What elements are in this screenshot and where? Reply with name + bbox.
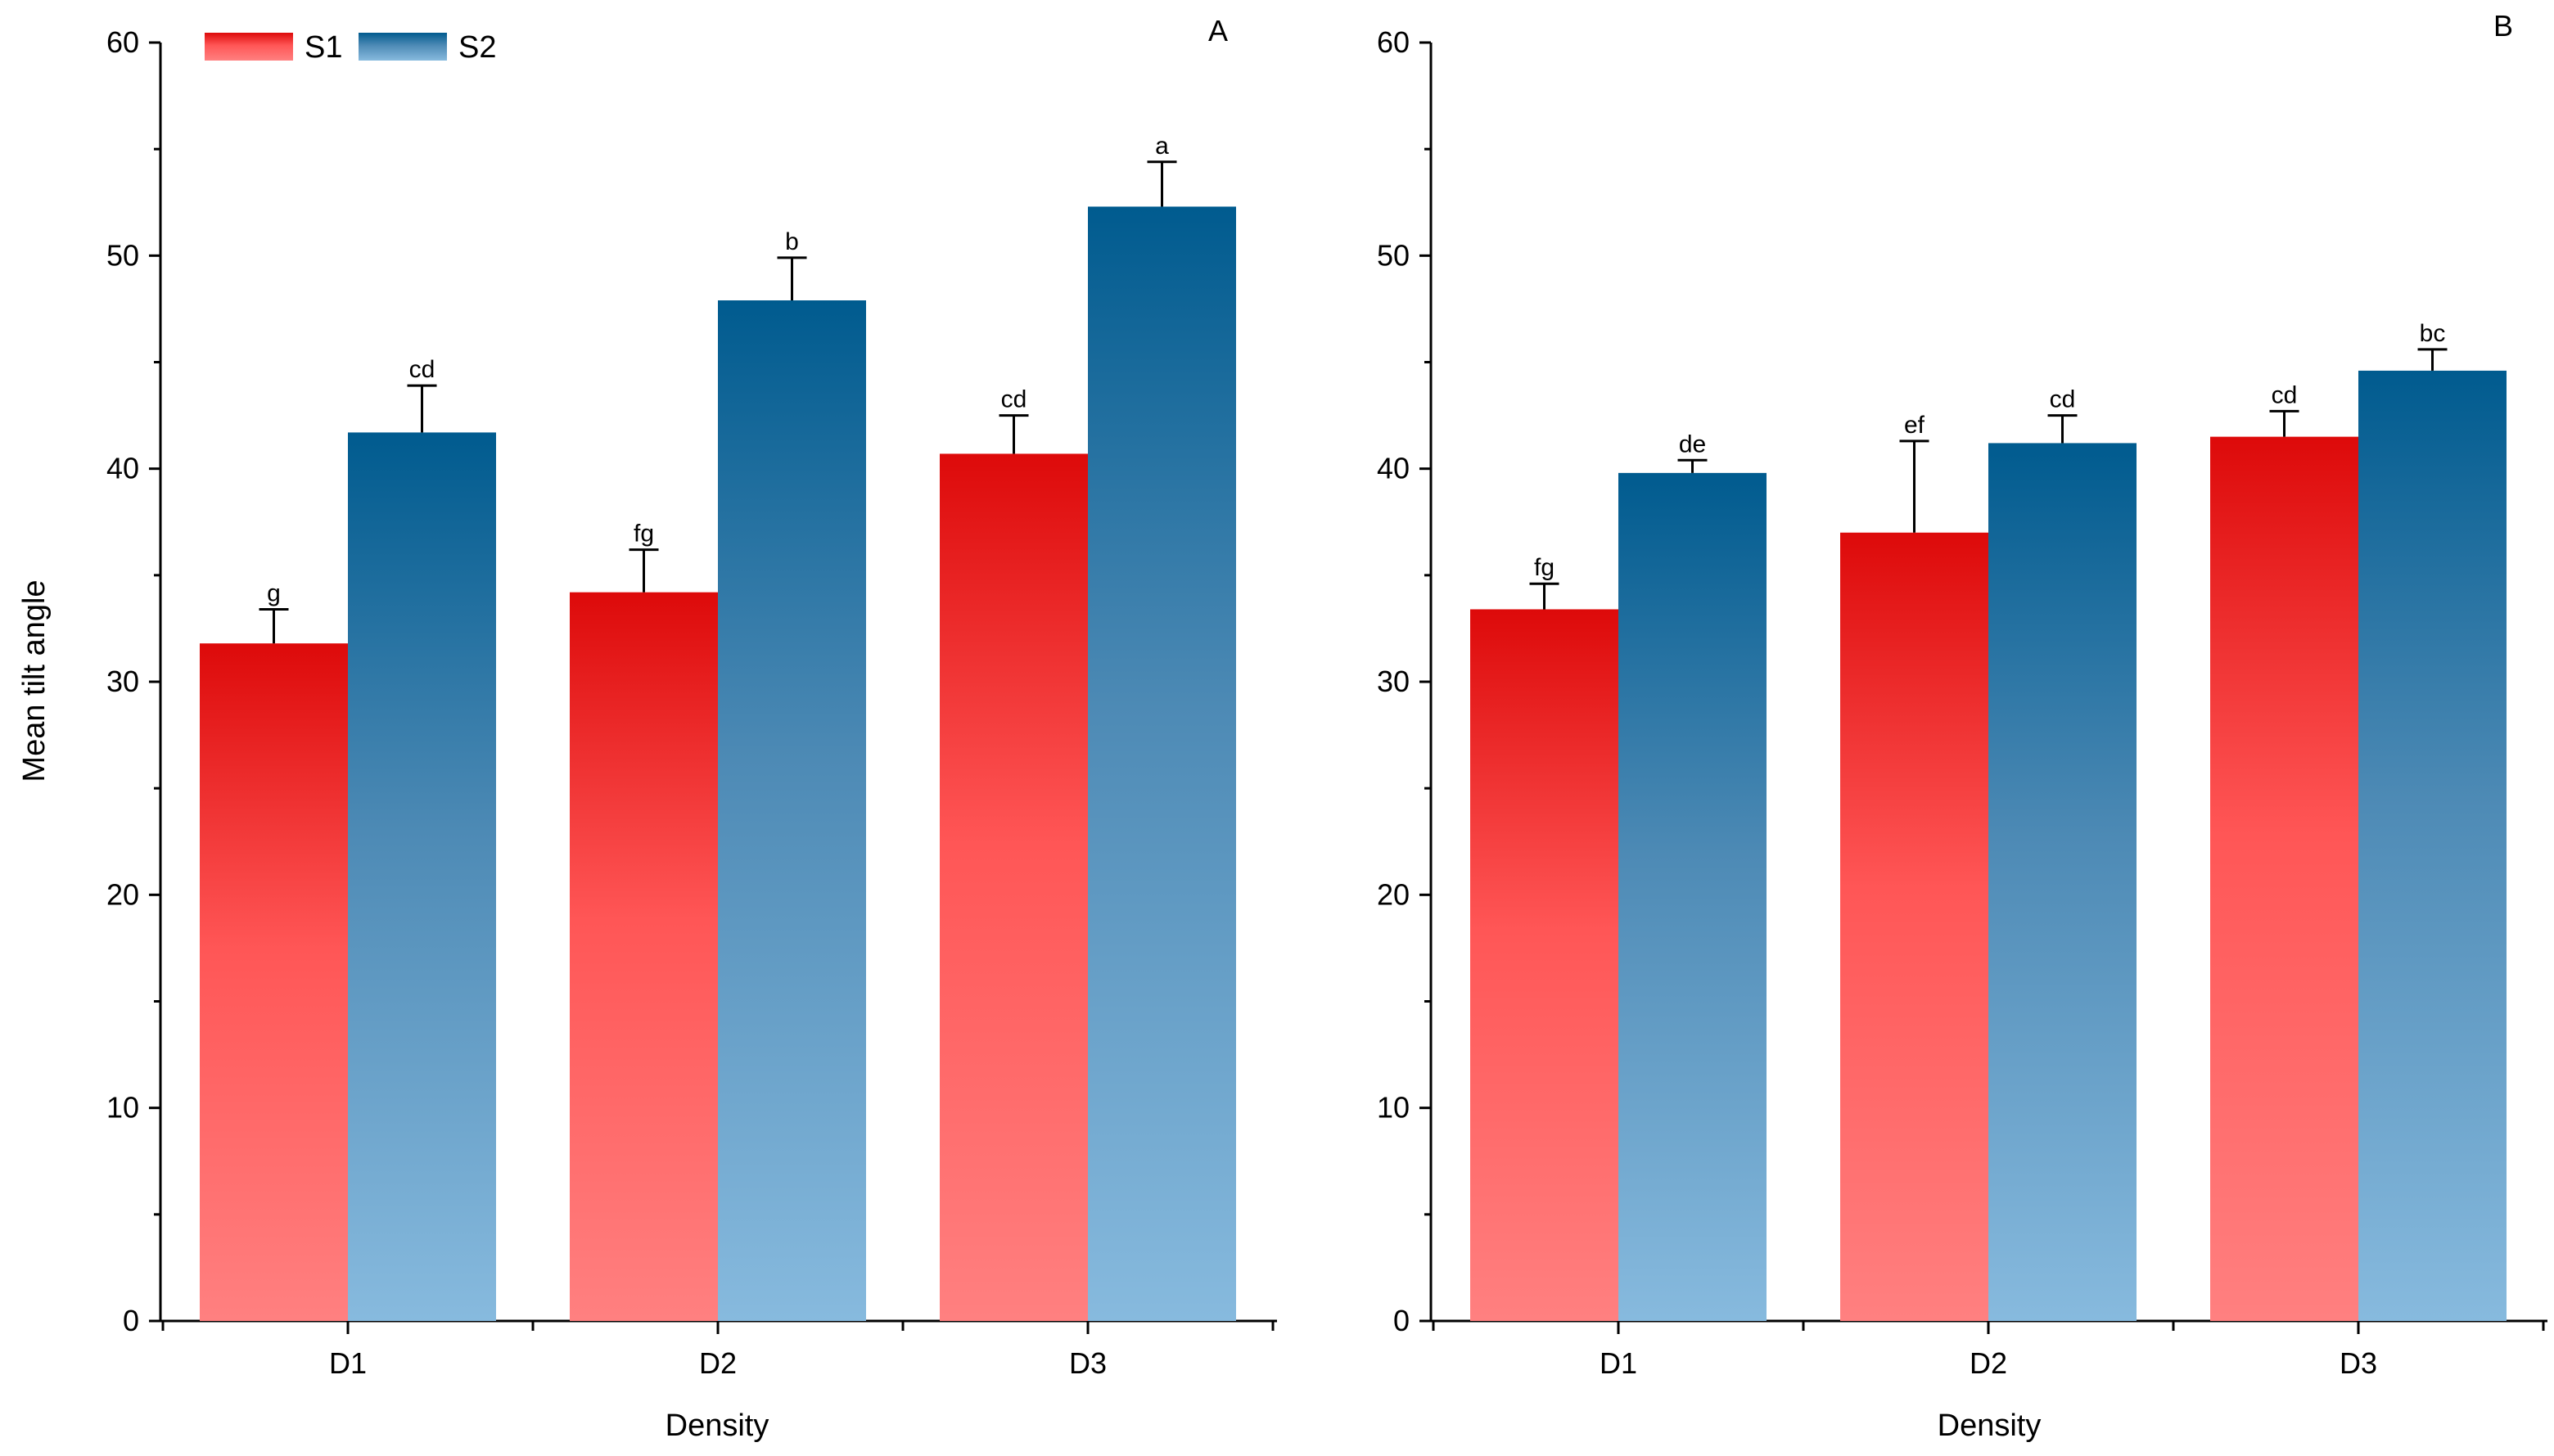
panel-a-sig-label-s2-d1: cd	[409, 356, 435, 383]
panel-b-sig-label-s2-d3: bc	[2420, 320, 2446, 347]
panel-b-bar-s1-d2	[1840, 532, 1988, 1321]
panel-b-y-tick-label: 40	[1377, 452, 1410, 485]
panel-b-y-tick-label: 50	[1377, 238, 1410, 272]
panel-a: A Mean tilt angle Density 0 10 20 30 40 50 60 D…	[17, 14, 1277, 1443]
panel-a-y-tick-label: 0	[123, 1304, 139, 1337]
panel-b-sig-label-s1-d3: cd	[2272, 381, 2298, 408]
panel-b-bar-s2-d1	[1618, 472, 1767, 1322]
panel-b-y-tick-label: 20	[1377, 877, 1410, 911]
panel-b-y-tick-label: 30	[1377, 665, 1410, 698]
panel-a-sig-label-s2-d2: b	[785, 228, 799, 255]
panel-a-y-tick-label: 20	[106, 877, 139, 911]
panel-a-x-tick-label: D1	[329, 1346, 367, 1380]
legend: S1 S2	[205, 30, 496, 65]
panel-b-bar-s1-d3	[2210, 436, 2358, 1321]
panel-a-sig-label-s1-d3: cd	[1001, 386, 1027, 413]
legend-swatch-s2	[359, 33, 447, 61]
panel-b-x-axis-title: Density	[1938, 1409, 2042, 1443]
legend-swatch-s1	[205, 33, 293, 61]
panel-b-bars: fg de ef cd cd bc	[1470, 320, 2507, 1322]
legend-label-s1: S1	[305, 30, 342, 65]
panel-a-bar-s1-d3	[940, 453, 1088, 1321]
panel-a-bar-s1-d2	[570, 592, 718, 1321]
panel-a-tag: A	[1208, 14, 1228, 47]
panel-b-x-tick-label: D3	[2340, 1346, 2377, 1380]
panel-a-x-tick-label: D3	[1069, 1346, 1107, 1380]
panel-a-y-tick-label: 60	[106, 25, 139, 59]
panel-b-y-tick-label: 60	[1377, 25, 1410, 59]
panel-b-sig-label-s2-d2: cd	[2050, 386, 2076, 413]
panel-a-y-tick-label: 40	[106, 452, 139, 485]
panel-a-y-tick-label: 30	[106, 665, 139, 698]
panel-b-x-tick-label: D2	[1970, 1346, 2007, 1380]
panel-b-sig-label-s1-d1: fg	[1534, 554, 1555, 581]
panel-b-bar-s2-d2	[1988, 443, 2137, 1321]
panel-a-x-axis-title: Density	[666, 1409, 769, 1443]
panel-a-sig-label-s1-d1: g	[267, 579, 281, 606]
panel-a-bars: g cd fg b cd a	[200, 133, 1236, 1322]
panel-a-x-tick-label: D2	[699, 1346, 737, 1380]
legend-label-s2: S2	[458, 30, 496, 65]
panel-a-bar-s1-d1	[200, 643, 348, 1321]
panel-b-x-tick-label: D1	[1600, 1346, 1637, 1380]
panel-a-y-tick-label: 50	[106, 238, 139, 272]
panel-a-y-tick-label: 10	[106, 1091, 139, 1125]
panel-b-bar-s1-d1	[1470, 609, 1618, 1321]
panel-a-bar-s2-d1	[348, 432, 496, 1322]
panel-b-bar-s2-d3	[2358, 370, 2507, 1321]
panel-b-tag: B	[2493, 9, 2513, 43]
panel-a-y-axis-title: Mean tilt angle	[17, 579, 52, 782]
panel-b-y-tick-label: 0	[1393, 1304, 1410, 1337]
panel-b: B Density 0 10 20 30 40 50 60 D1 D2 D3 fg de ef cd cd…	[1377, 9, 2547, 1443]
panel-a-sig-label-s1-d2: fg	[634, 521, 654, 548]
panel-b-sig-label-s2-d1: de	[1679, 430, 1706, 458]
panel-b-sig-label-s1-d2: ef	[1904, 412, 1925, 439]
panel-a-bar-s2-d2	[718, 300, 866, 1322]
panel-b-y-tick-label: 10	[1377, 1091, 1410, 1125]
panel-a-bar-s2-d3	[1088, 206, 1236, 1321]
panel-a-sig-label-s2-d3: a	[1155, 133, 1169, 160]
